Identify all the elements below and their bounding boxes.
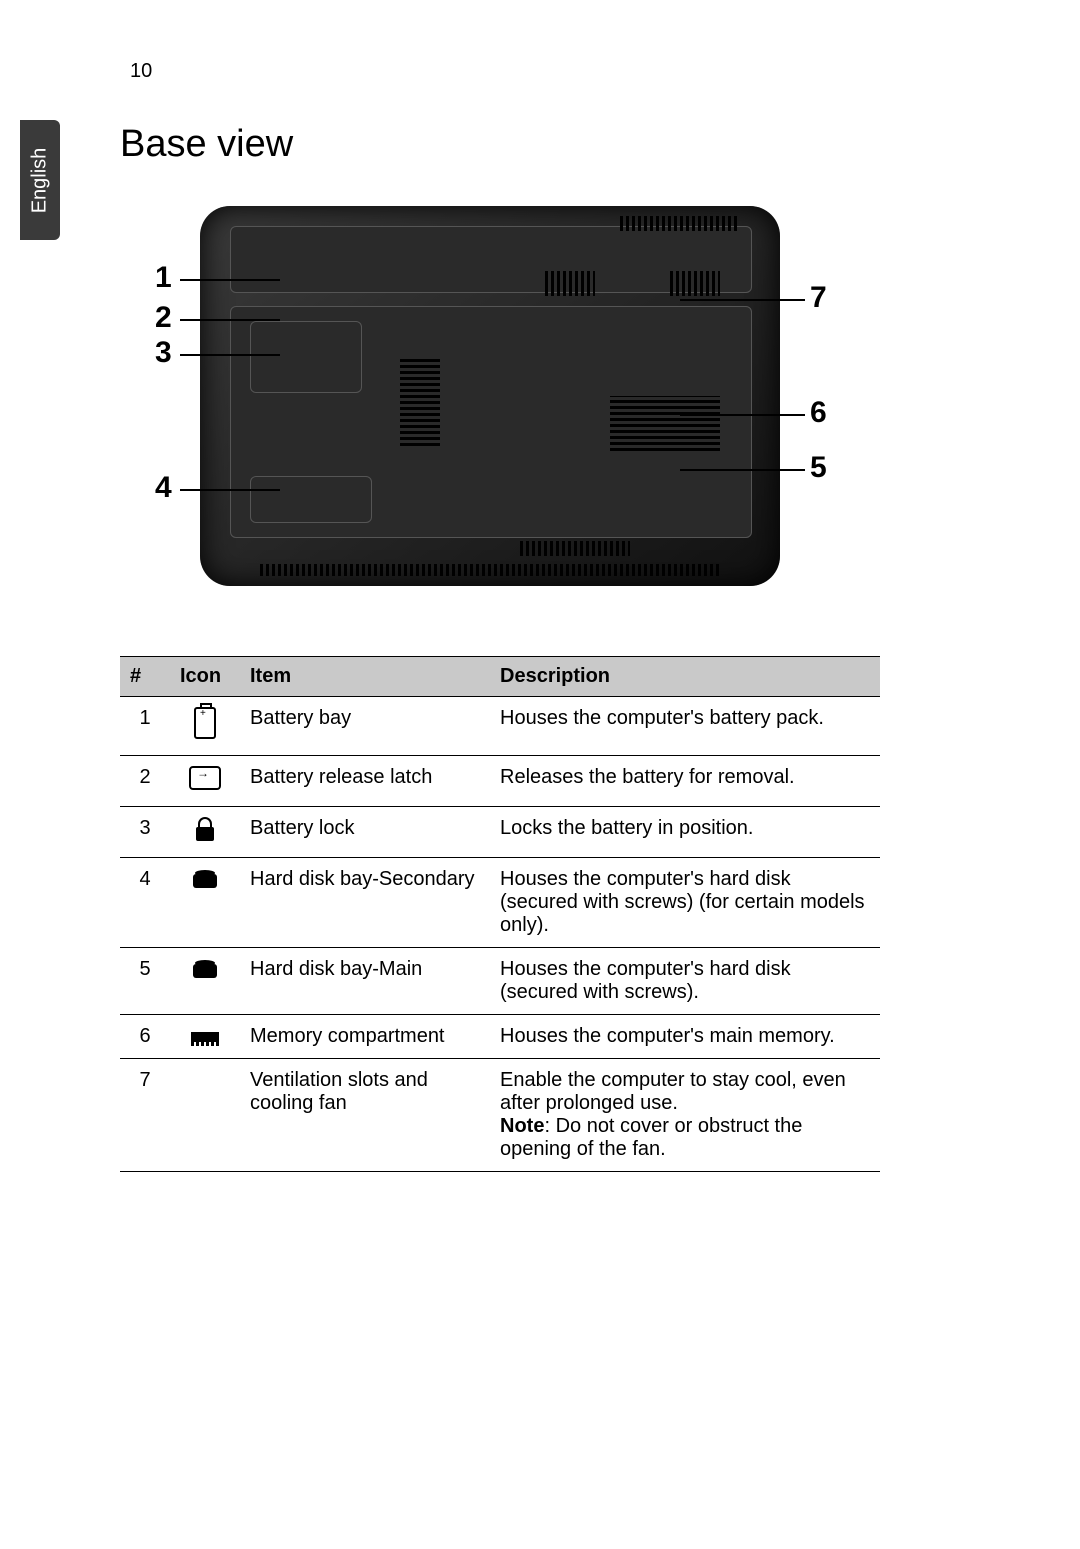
row-item: Hard disk bay-Main: [240, 948, 490, 1015]
section-heading: Base view: [120, 123, 960, 166]
row-item: Memory compartment: [240, 1015, 490, 1059]
table-header-row: # Icon Item Description: [120, 657, 880, 697]
row-num: 4: [120, 858, 170, 948]
table-row: 4 Hard disk bay-SecondaryHouses the compu…: [120, 858, 880, 948]
vent-bot: [520, 541, 630, 556]
callout-line-2: [180, 319, 280, 321]
base-view-figure: 1 23 4 7 6 5: [120, 196, 860, 616]
row-item: Battery lock: [240, 807, 490, 858]
manual-page: English 10 Base view 1234765 # Icon Item: [0, 0, 1080, 1549]
row-num: 1: [120, 697, 170, 756]
col-num: #: [120, 657, 170, 697]
latch-icon: [189, 766, 221, 790]
callout-7: 7: [810, 281, 827, 315]
vent-grill-2: [670, 271, 720, 296]
callout-line-1: [180, 279, 280, 281]
vent-bottom: [260, 564, 720, 576]
callout-line-7: [680, 299, 805, 301]
vent-grill-1: [545, 271, 595, 296]
hdd-icon: [193, 874, 217, 888]
note-text: : Do not cover or obstruct the opening o…: [500, 1115, 802, 1160]
table-row: 6 Memory compartmentHouses the computer's…: [120, 1015, 880, 1059]
table-row: 1 Battery bayHouses the computer's batter…: [120, 697, 880, 756]
lock-icon: [196, 827, 214, 841]
row-num: 7: [120, 1059, 170, 1172]
row-icon: [170, 858, 240, 948]
row-item: Ventilation slots and cooling fan: [240, 1059, 490, 1172]
row-desc: Houses the computer's battery pack.: [490, 697, 880, 756]
parts-table: # Icon Item Description 1Battery bayHous…: [120, 656, 880, 1172]
row-num: 6: [120, 1015, 170, 1059]
row-icon: [170, 1059, 240, 1172]
table-row: 2 Battery release latchReleases the batte…: [120, 756, 880, 807]
row-num: 3: [120, 807, 170, 858]
sub-panel-b: [250, 476, 372, 523]
vent-mid: [400, 356, 440, 446]
row-icon: [170, 697, 240, 756]
row-desc: Houses the computer's hard disk (secured…: [490, 858, 880, 948]
callout-line-5: [680, 469, 805, 471]
row-icon: [170, 807, 240, 858]
language-label: English: [29, 147, 52, 213]
col-item: Item: [240, 657, 490, 697]
hdd-icon: [193, 964, 217, 978]
row-desc: Houses the computer's hard disk (secured…: [490, 948, 880, 1015]
table-row: 3 Battery lockLocks the battery in positi…: [120, 807, 880, 858]
row-desc: Locks the battery in position.: [490, 807, 880, 858]
note-label: Note: [500, 1115, 544, 1137]
col-desc: Description: [490, 657, 880, 697]
row-icon: [170, 1015, 240, 1059]
callout-line-4: [180, 489, 280, 491]
row-item: Battery release latch: [240, 756, 490, 807]
table-body: 1 Battery bayHouses the computer's batter…: [120, 697, 880, 1172]
callout-6: 6: [810, 396, 827, 430]
row-desc: Houses the computer's main memory.: [490, 1015, 880, 1059]
laptop-base-illustration: [200, 206, 780, 586]
vent-right: [610, 396, 720, 451]
callout-1: 1: [155, 261, 172, 295]
row-item: Battery bay: [240, 697, 490, 756]
language-tab: English: [20, 120, 60, 240]
row-icon: [170, 756, 240, 807]
row-desc: Enable the computer to stay cool, even a…: [490, 1059, 880, 1172]
vent-top: [620, 216, 740, 231]
callout-line-3: [180, 354, 280, 356]
callout-5: 5: [810, 451, 827, 485]
row-desc: Releases the battery for removal.: [490, 756, 880, 807]
row-icon: [170, 948, 240, 1015]
callout-line-6: [680, 414, 805, 416]
table-row: 5 Hard disk bay-MainHouses the computer's…: [120, 948, 880, 1015]
row-num: 2: [120, 756, 170, 807]
mem-icon: [191, 1032, 219, 1042]
sub-panel-a: [250, 321, 362, 393]
page-number: 10: [130, 60, 960, 83]
table-row: 7 Ventilation slots and cooling fanEnable…: [120, 1059, 880, 1172]
row-item: Hard disk bay-Secondary: [240, 858, 490, 948]
row-num: 5: [120, 948, 170, 1015]
col-icon: Icon: [170, 657, 240, 697]
callout-4: 4: [155, 471, 172, 505]
batt-icon: [194, 707, 216, 739]
callout-2: 2: [155, 301, 172, 335]
callout-3: 3: [155, 336, 172, 370]
